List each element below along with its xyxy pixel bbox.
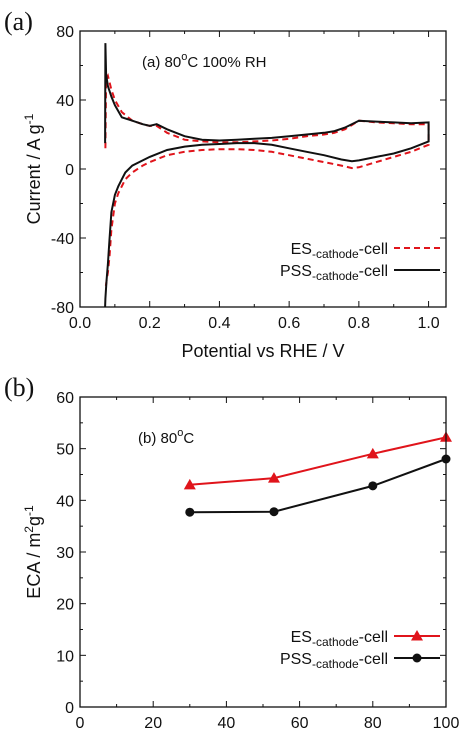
panel-b-legend-item-1-marker (411, 630, 423, 641)
panel-a: (a) 0.0 0.2 0.4 0.6 0.8 1.0 -80 -40 0 40 80 Potentia… (4, 7, 447, 361)
panel-a-ylabel: Current / A g-1 (22, 113, 44, 224)
panel-b-xtick-label-2: 20 (144, 715, 162, 732)
panel-a-annotation: (a) 80oC 100% RH (142, 51, 267, 71)
panel-b-legend-item-1-label: ES-cathode-cell (291, 629, 388, 649)
panel-a-ytick-label-3: 0 (65, 162, 74, 179)
panel-b-ytick-label-7: 60 (56, 390, 74, 407)
panel-b-series-1-point-3 (366, 447, 379, 459)
panel-b-legend-item-2-marker (412, 653, 422, 663)
panel-a-ytick-label-2: -40 (51, 231, 74, 248)
panel-a-xtick-label-4: 0.6 (278, 315, 300, 332)
panel-a-legend-item-2-label: PSS-cathode-cell (280, 263, 388, 283)
panel-b-annotation: (b) 80oC (138, 427, 194, 447)
panel-b-frame (79, 396, 447, 708)
panel-b-series-2-point-3 (368, 481, 378, 491)
panel-b-label: (b) (4, 373, 34, 402)
panel-a-xtick-label-2: 0.2 (139, 315, 161, 332)
panel-b-xtick-label-5: 80 (364, 715, 382, 732)
panel-b-ytick-label-6: 50 (56, 442, 74, 459)
panel-a-xlabel: Potential vs RHE / V (181, 341, 344, 361)
panel-a-legend-item-1-label: ES-cathode-cell (291, 241, 388, 261)
panel-a-series-2-line (104, 43, 430, 307)
panel-b-series-1-point-2 (267, 472, 280, 483)
panel-a-xtick-label-3: 0.4 (208, 315, 230, 332)
panel-a-frame (79, 30, 447, 308)
panel-b-xtick-label-3: 40 (218, 715, 236, 732)
panel-a-series-1-line (104, 72, 430, 290)
panel-b-legend-item-2-label: PSS-cathode-cell (280, 651, 388, 671)
panel-b-xtick-label-1: 0 (76, 715, 85, 732)
panel-b-series-1-line (189, 436, 446, 486)
panel-b-series-2-point-2 (269, 507, 279, 517)
panel-a-label: (a) (4, 7, 33, 36)
panel-b-ylabel: ECA / m2g-1 (22, 505, 44, 599)
panel-a-ytick-label-5: 80 (56, 24, 74, 41)
panel-b: (b)0204060801000102030405060Relative hum… (4, 373, 460, 732)
panel-a-xtick-label-5: 0.8 (348, 315, 370, 332)
panel-b-ytick-label-4: 30 (56, 545, 74, 562)
panel-b-ytick-label-2: 10 (56, 648, 74, 665)
panel-a-ytick-label-1: -80 (51, 300, 74, 317)
panel-b-xtick-label-6: 100 (433, 715, 460, 732)
panel-b-ytick-label-3: 20 (56, 597, 74, 614)
panel-b-xtick-label-4: 60 (291, 715, 309, 732)
panel-a-xtick-label-6: 1.0 (417, 315, 439, 332)
panel-b-ytick-label-1: 0 (65, 700, 74, 717)
panel-b-series-1-point-1 (183, 478, 196, 490)
panel-a-xtick-label-1: 0.0 (69, 315, 91, 332)
panel-a-ytick-label-4: 40 (56, 93, 74, 110)
panel-b-series-2-line (189, 458, 446, 514)
panel-b-ytick-label-5: 40 (56, 493, 74, 510)
panel-b-series-2-point-1 (185, 507, 195, 517)
